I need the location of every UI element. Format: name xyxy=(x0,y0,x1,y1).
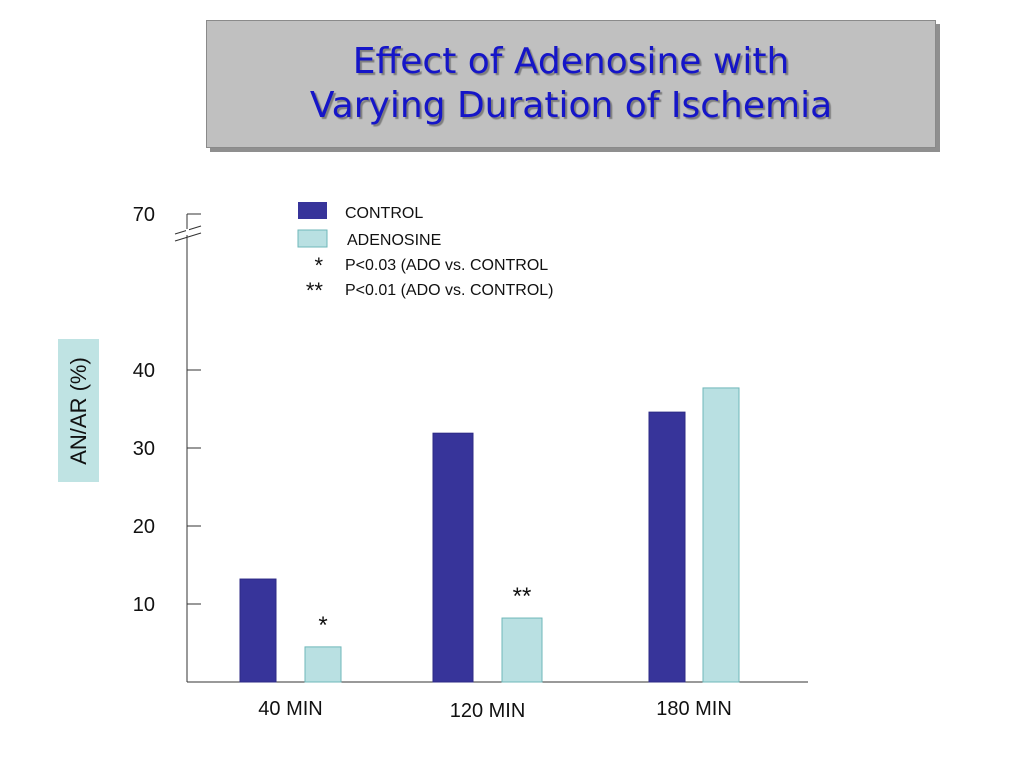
significance-marker: ** xyxy=(513,583,532,610)
x-tick-label: 40 MIN xyxy=(258,698,322,720)
y-axis-label-box: AN/AR (%) xyxy=(58,339,99,482)
legend-swatch-control xyxy=(298,202,327,219)
title-box: Effect of Adenosine with Varying Duratio… xyxy=(206,20,936,148)
legend-note-marker: ** xyxy=(306,278,324,303)
legend-swatch-adenosine xyxy=(297,229,328,248)
y-tick-label: 40 xyxy=(133,360,155,382)
y-tick-label: 70 xyxy=(133,204,155,226)
x-tick-label: 120 MIN xyxy=(450,700,526,722)
legend-label-control: CONTROL xyxy=(345,205,423,222)
significance-marker: * xyxy=(318,612,327,639)
legend-note-text: P<0.03 (ADO vs. CONTROL xyxy=(345,257,548,274)
title-line-1: Effect of Adenosine with xyxy=(352,41,790,82)
y-tick-label: 30 xyxy=(133,438,155,460)
bar-control-120-min xyxy=(432,432,474,683)
legend-note-text: P<0.01 (ADO vs. CONTROL) xyxy=(345,282,554,299)
bar-adenosine-40-min xyxy=(304,646,342,683)
x-tick-label: 180 MIN xyxy=(656,698,732,720)
axis-break-mark xyxy=(174,232,202,242)
bar-control-180-min xyxy=(648,411,686,683)
bar-adenosine-120-min xyxy=(501,617,543,683)
bar-adenosine-180-min xyxy=(702,387,740,683)
y-tick-label: 10 xyxy=(133,594,155,616)
legend-label-adenosine: ADENOSINE xyxy=(347,232,441,249)
axis-break-gap xyxy=(186,229,189,235)
title-line-2: Varying Duration of Ischemia xyxy=(309,85,833,126)
y-tick-label: 20 xyxy=(133,516,155,538)
legend-note-marker: * xyxy=(314,253,323,278)
bar-control-40-min xyxy=(239,578,277,683)
